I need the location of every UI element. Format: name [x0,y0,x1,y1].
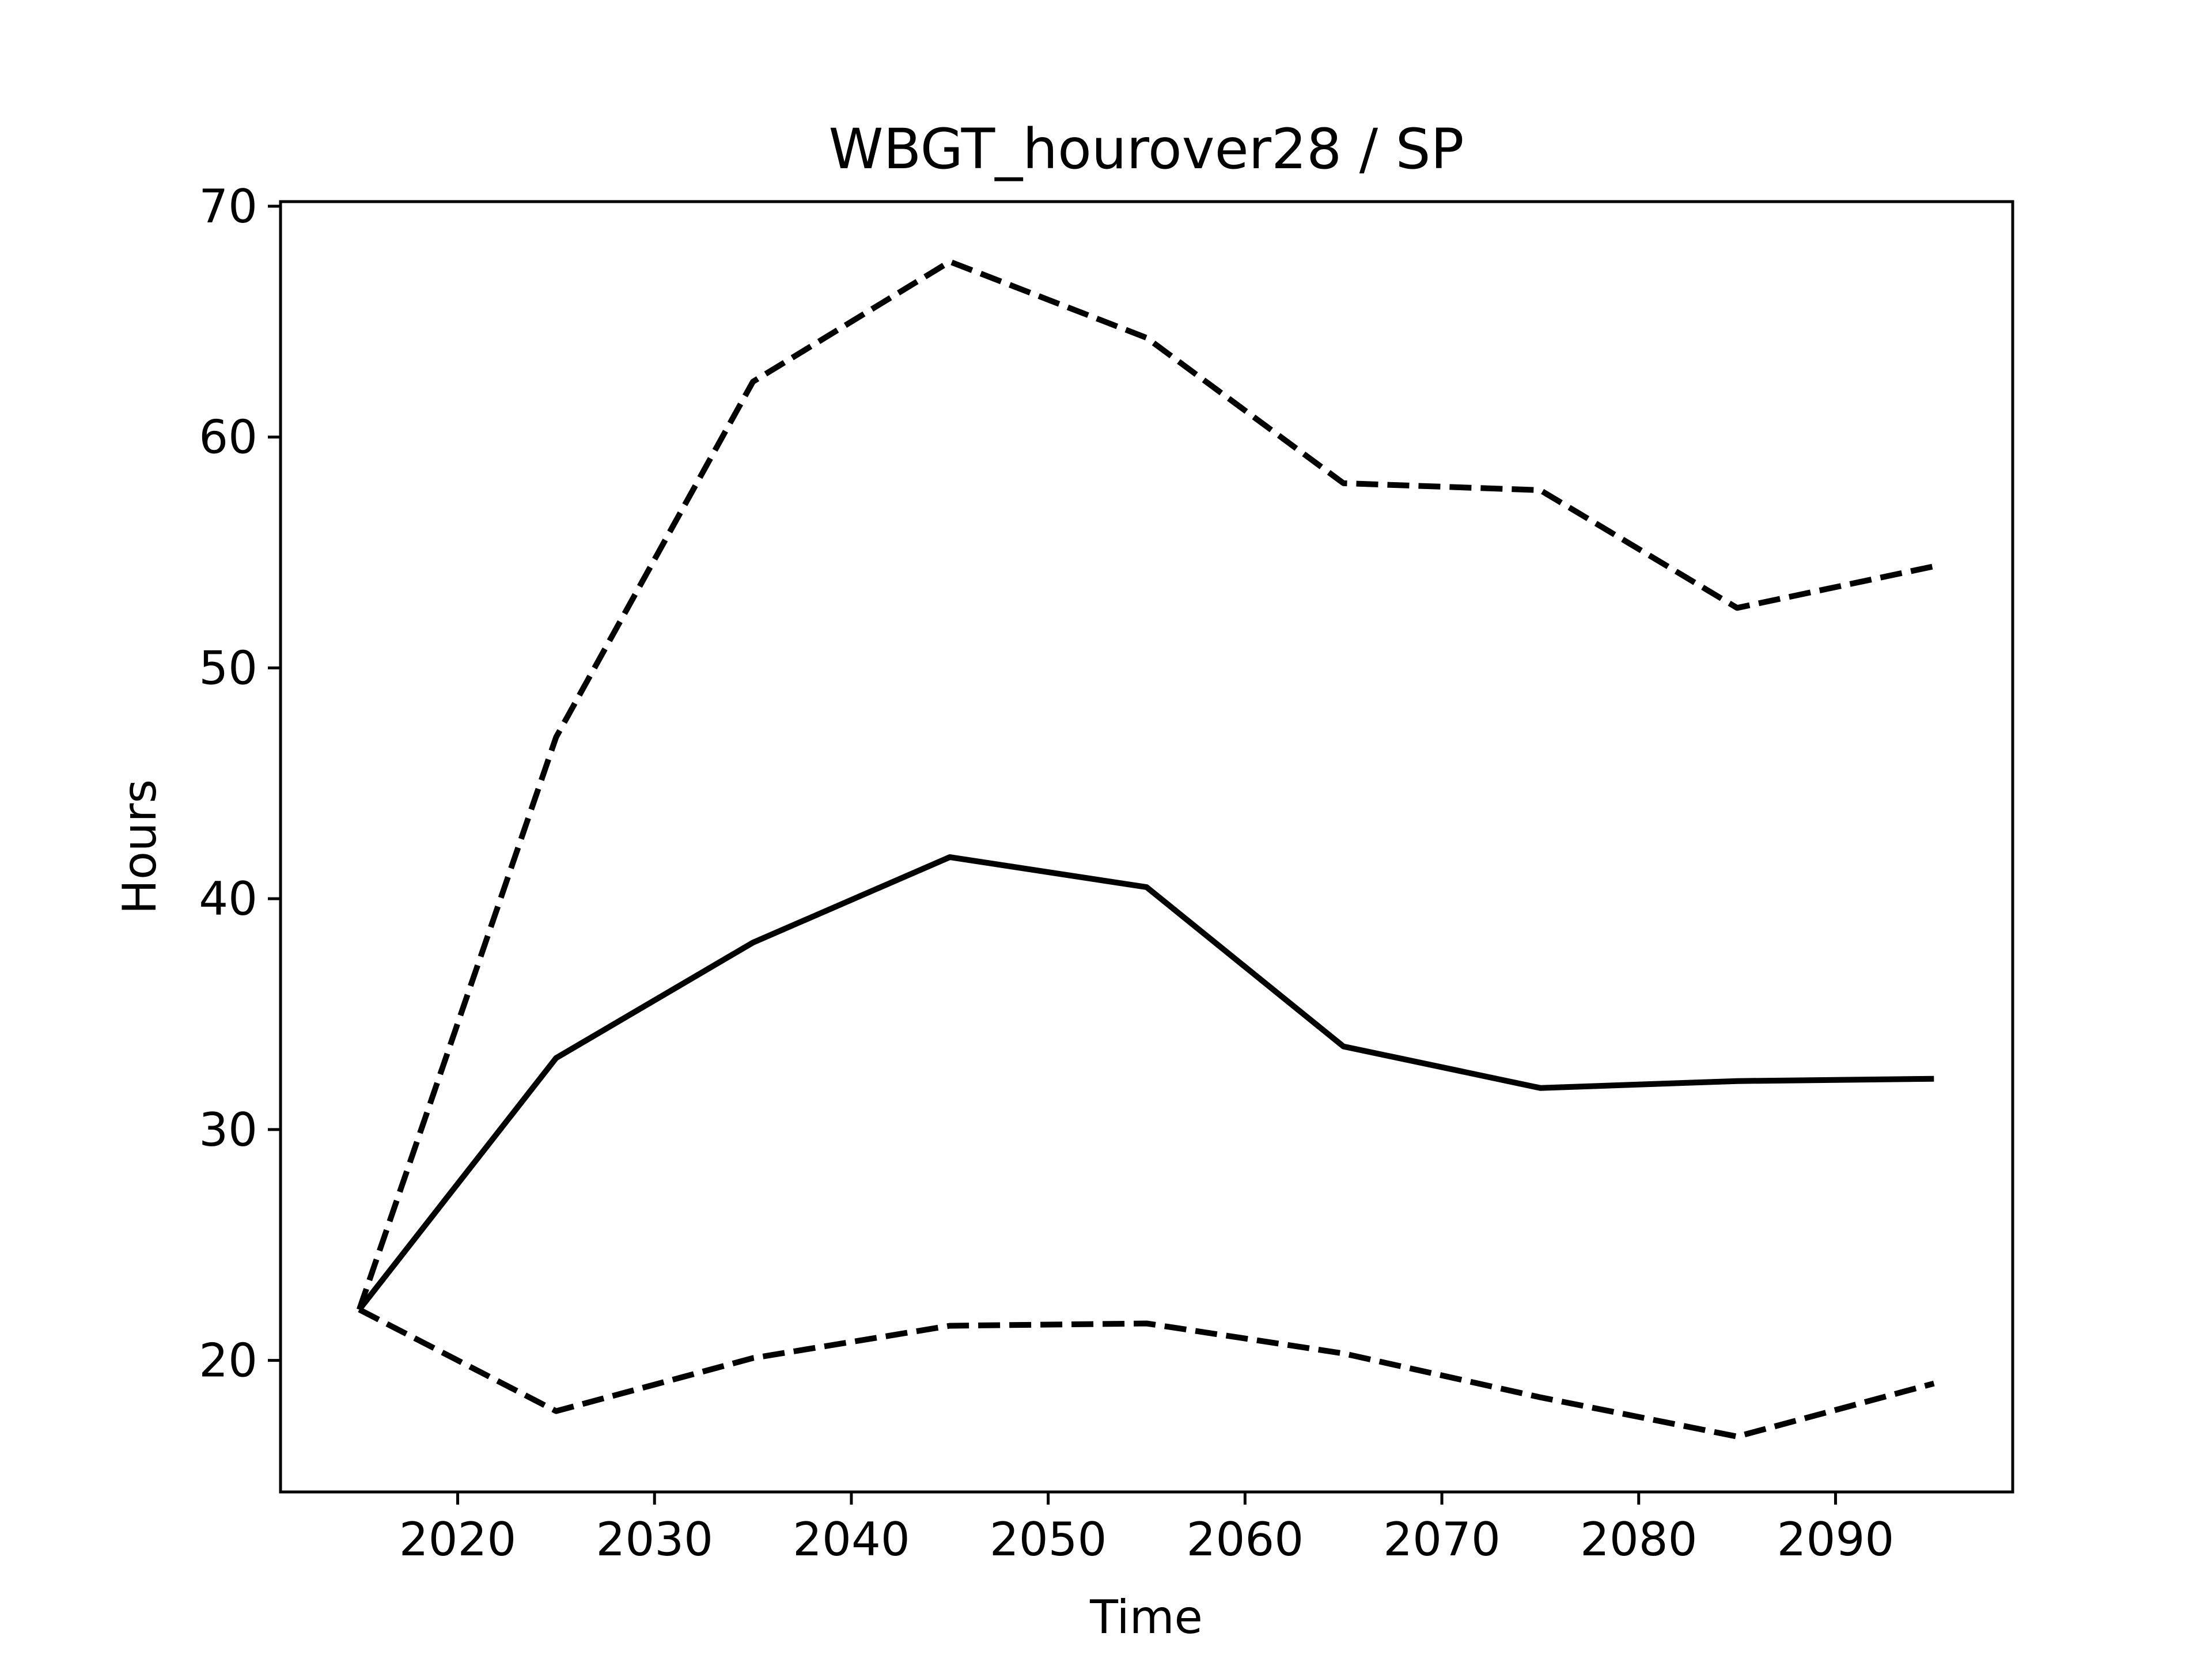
y-tick-label: 30 [199,1103,257,1157]
chart-title: WBGT_hourover28 / SP [829,117,1464,181]
y-axis: 20 30 40 50 60 70 [199,180,281,1388]
x-tick-label: 2080 [1580,1513,1698,1566]
x-tick-label: 2030 [596,1513,713,1566]
x-tick-label: 2020 [399,1513,517,1566]
x-tick-label: 2090 [1777,1513,1895,1566]
x-tick-label: 2070 [1383,1513,1501,1566]
y-tick-label: 50 [199,641,257,695]
x-tick-label: 2050 [990,1513,1107,1566]
y-axis-label: Hours [113,779,166,914]
x-tick-label: 2040 [793,1513,910,1566]
series-line-1-solid [357,854,1934,1312]
series-layer [356,259,1935,1440]
plot-frame [279,200,2014,1494]
y-tick-label: 70 [199,180,257,233]
series-line-2-dashed [358,1306,1935,1440]
x-axis-label: Time [1089,1590,1203,1644]
y-tick-label: 60 [199,411,257,464]
y-tick-label: 20 [199,1334,257,1388]
x-tick-label: 2060 [1187,1513,1304,1566]
y-tick-label: 40 [199,872,257,926]
x-axis: 2020 2030 2040 2050 2060 2070 2080 2090 [399,1492,1895,1566]
